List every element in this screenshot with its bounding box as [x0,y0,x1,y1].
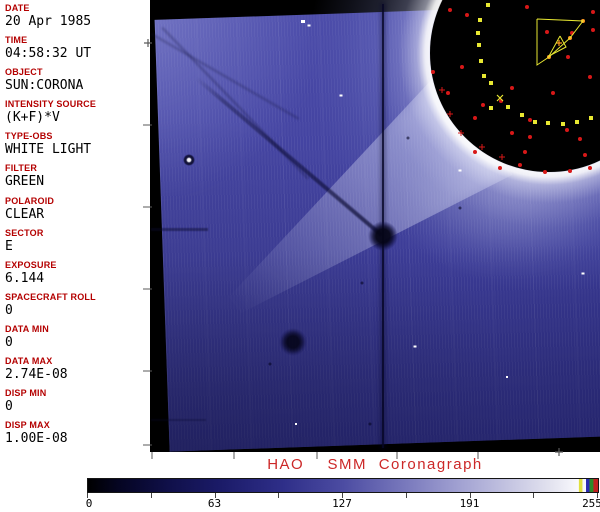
left-edge-streak [151,228,208,231]
colorbar-tick-label: 0 [85,497,93,510]
metadata-row: EXPOSURE 6.144 [5,260,150,292]
meta-value: WHITE LIGHT [5,142,92,158]
meta-value: (K+F)*V [5,110,60,126]
colorbar-tick-label: 127 [332,497,352,510]
colorbar [87,478,599,493]
meta-label: TIME [5,35,28,46]
meta-label: EXPOSURE [5,259,57,270]
colorbar-tick [278,493,280,498]
meta-value: 0 [5,334,13,350]
meta-value: 0 [5,302,13,318]
meta-label: SPACECRAFT ROLL [5,291,96,302]
dust-spot [279,328,307,356]
meta-label: FILTER [5,163,38,174]
meta-label: TYPE-OBS [5,131,53,142]
meta-value: 1.00E-08 [5,431,68,447]
colorbar-tick [214,493,216,498]
meta-label: DATA MIN [5,323,49,334]
meta-label: INTENSITY SOURCE [5,99,97,110]
colorbar-tick-label: 255 [582,497,600,510]
meta-label: SECTOR [5,227,44,238]
meta-label: OBJECT [5,67,43,78]
colorbar-tick [342,493,343,498]
metadata-sidebar: DATE 20 Apr 1985 TIME 04:58:32 UT OBJECT SUN:… [0,0,150,455]
metadata-row: POLAROID CLEAR [5,196,150,228]
meta-value: 6.144 [5,270,45,286]
colorbar-tick [533,493,535,498]
colorbar-tick [150,493,152,498]
colorbar-tick [469,493,471,498]
meta-value: GREEN [5,174,45,190]
meta-label: POLAROID [5,195,55,206]
colorbar-tick-label: 191 [459,497,480,510]
small-defect-spot [183,154,195,166]
metadata-row: FILTER GREEN [5,163,150,195]
coronagraph-image [150,0,600,452]
metadata-row: DATA MIN 0 [5,324,150,356]
colorbar-tick [87,493,88,498]
occulter-ball-shadow [368,221,398,251]
meta-value: 0 [5,399,13,415]
metadata-row: TYPE-OBS WHITE LIGHT [5,131,150,163]
meta-value: 2.74E-08 [5,367,68,383]
left-edge-streak-2 [151,419,206,421]
metadata-row: DATE 20 Apr 1985 [5,3,150,35]
image-title: HAO SMM Coronagraph [267,456,483,473]
colorbar-tick [597,493,598,498]
metadata-list: DATE 20 Apr 1985 TIME 04:58:32 UT OBJECT SUN:… [5,3,150,452]
metadata-row: TIME 04:58:32 UT [5,35,150,67]
colorbar-tick [405,493,407,498]
meta-label: DATE [5,3,30,13]
meta-label: DISP MAX [5,420,50,431]
metadata-row: SPACECRAFT ROLL 0 [5,292,150,324]
meta-value: 04:58:32 UT [5,46,92,62]
meta-value: CLEAR [5,206,45,222]
metadata-row: INTENSITY SOURCE (K+F)*V [5,99,150,131]
meta-value: SUN:CORONA [5,78,84,94]
metadata-row: OBJECT SUN:CORONA [5,67,150,99]
meta-value: E [5,238,13,254]
meta-value: 20 Apr 1985 [5,14,92,29]
metadata-row: DISP MAX 1.00E-08 [5,420,150,452]
meta-label: DISP MIN [5,388,47,399]
meta-label: DATA MAX [5,356,53,367]
colorbar-tick-label: 63 [207,497,222,510]
metadata-row: DATA MAX 2.74E-08 [5,356,150,388]
metadata-row: DISP MIN 0 [5,388,150,420]
metadata-row: SECTOR E [5,228,150,260]
